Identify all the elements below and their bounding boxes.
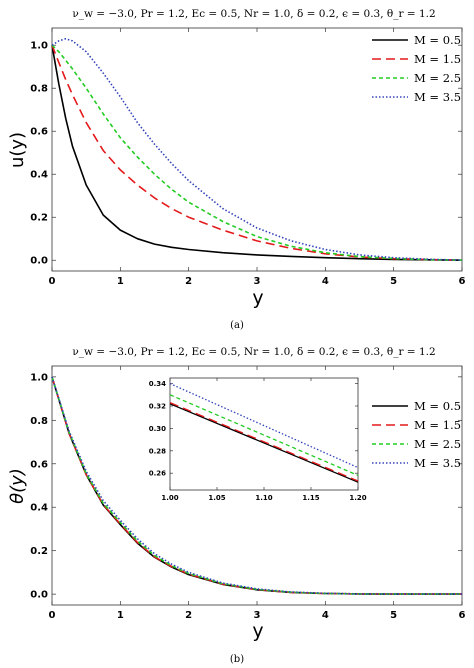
- a-y-tick-label: 0.4: [30, 170, 48, 181]
- b-y-axis-label: θ(y): [7, 468, 28, 504]
- a-y-tick-label: 0.6: [30, 127, 48, 138]
- b-inset-y-tick-label: 0.34: [149, 380, 166, 388]
- panel-b-chart: ν_w = −3.0, Pr = 1.2, Ec = 0.5, Nr = 1.0…: [7, 346, 466, 642]
- b-inset-series-line-2: [169, 402, 359, 482]
- b-x-tick-label: 5: [390, 610, 397, 621]
- b-legend-label-1: M = 0.5: [414, 399, 461, 413]
- b-inset-x-tick-label: 1.10: [255, 494, 272, 502]
- a-x-tick-label: 5: [390, 276, 397, 287]
- b-y-tick-label: 0.8: [30, 416, 48, 427]
- b-x-tick-label: 3: [254, 610, 261, 621]
- b-x-tick-label: 2: [185, 610, 192, 621]
- panel-a-title: ν_w = −3.0, Pr = 1.2, Ec = 0.5, Nr = 1.0…: [72, 8, 435, 20]
- a-y-tick-label: 1.0: [30, 41, 48, 52]
- a-x-tick-label: 6: [459, 276, 466, 287]
- b-inset-y-tick-label: 0.32: [149, 402, 166, 410]
- a-legend-label-3: M = 2.5: [414, 71, 461, 85]
- b-x-tick-label: 1: [117, 610, 124, 621]
- a-legend-label-2: M = 1.5: [414, 52, 461, 66]
- b-inset-plot-frame: [169, 377, 359, 491]
- b-y-tick-label: 0.6: [30, 459, 48, 470]
- b-inset-series-line-4: [169, 383, 359, 469]
- a-x-tick-label: 0: [49, 276, 56, 287]
- b-series-line-4: [51, 376, 462, 595]
- a-y-tick-label: 0.2: [30, 213, 48, 224]
- panel-b-caption: (b): [230, 654, 244, 665]
- a-legend-label-1: M = 0.5: [414, 33, 461, 47]
- b-y-tick-label: 0.0: [30, 590, 48, 601]
- b-legend-label-3: M = 2.5: [414, 437, 461, 451]
- b-inset-y-tick-label: 0.30: [149, 425, 166, 433]
- panel-a-caption: (a): [230, 320, 244, 331]
- b-inset-x-tick-label: 1.05: [208, 494, 225, 502]
- b-legend-label-2: M = 1.5: [414, 418, 461, 432]
- a-series-line-1: [51, 45, 463, 261]
- b-inset-y-tick-label: 0.28: [149, 447, 166, 455]
- b-x-axis-label: y: [252, 620, 263, 642]
- b-legend-label-4: M = 3.5: [414, 456, 461, 470]
- b-x-tick-label: 6: [459, 610, 466, 621]
- a-series-line-4: [51, 37, 463, 261]
- panel-a-chart: ν_w = −3.0, Pr = 1.2, Ec = 0.5, Nr = 1.0…: [7, 8, 466, 309]
- a-x-tick-label: 3: [254, 276, 261, 287]
- a-x-tick-label: 4: [322, 276, 329, 287]
- b-x-tick-label: 0: [49, 610, 56, 621]
- a-x-tick-label: 2: [185, 276, 192, 287]
- b-inset-x-tick-label: 1.00: [161, 494, 178, 502]
- b-inset-chart: 1.00 1.05 1.10 1.15 1.20 0.26 0.28 0.30 0.32 0.34: [149, 377, 367, 502]
- b-y-tick-label: 1.0: [30, 372, 48, 383]
- b-inset-series-line-3: [169, 394, 359, 476]
- b-x-tick-label: 4: [322, 610, 329, 621]
- a-y-tick-label: 0.0: [30, 256, 48, 267]
- panel-b-title: ν_w = −3.0, Pr = 1.2, Ec = 0.5, Nr = 1.0…: [72, 346, 435, 358]
- b-y-tick-label: 0.4: [30, 503, 48, 514]
- b-series-line-3: [51, 376, 462, 595]
- a-y-axis-label: u(y): [7, 132, 28, 168]
- a-x-tick-label: 1: [117, 276, 124, 287]
- b-y-tick-label: 0.2: [30, 546, 48, 557]
- a-plot-frame: [51, 27, 463, 272]
- a-x-axis-label: y: [252, 287, 263, 309]
- b-inset-y-tick-label: 0.26: [149, 470, 166, 478]
- b-inset-x-tick-label: 1.15: [302, 494, 319, 502]
- b-inset-series-line-1: [169, 403, 359, 483]
- b-inset-x-tick-label: 1.20: [349, 494, 366, 502]
- a-series-line-3: [51, 44, 463, 261]
- a-legend-label-4: M = 3.5: [414, 90, 461, 104]
- a-y-tick-label: 0.8: [30, 84, 48, 95]
